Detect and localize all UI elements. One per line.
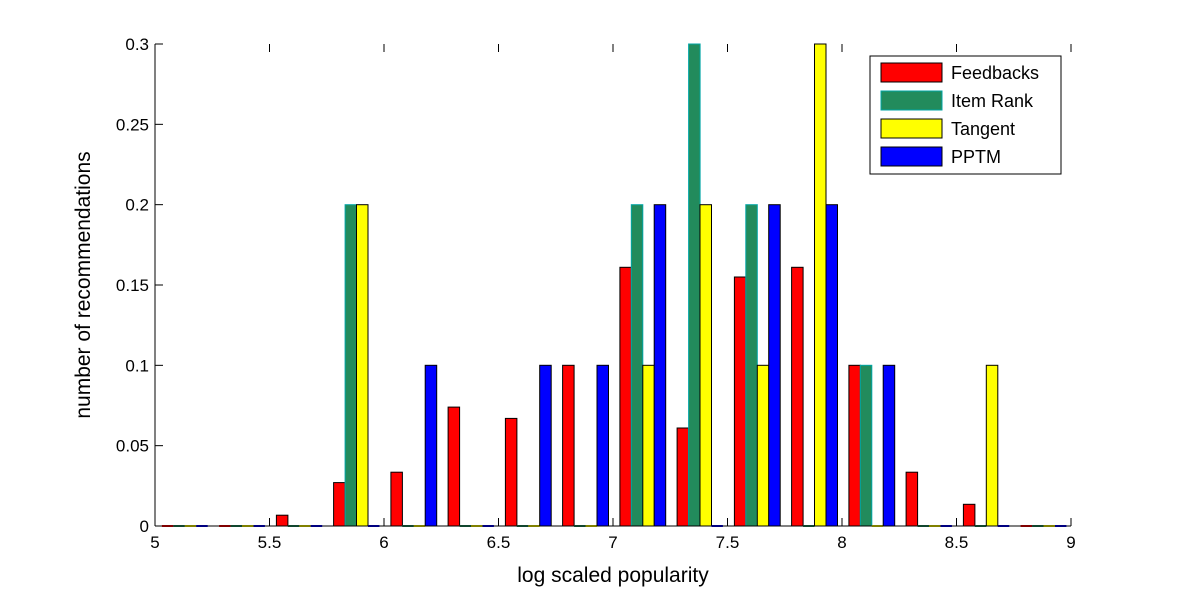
y-tick-label: 0.15	[116, 276, 149, 295]
y-tick-label: 0.1	[125, 356, 149, 375]
legend-swatch	[880, 146, 943, 167]
y-ticks: 0 0.05 0.1 0.15 0.2 0.25 0.3	[116, 35, 163, 536]
legend-swatch	[880, 118, 943, 139]
bar-tangent	[985, 364, 999, 527]
bar-feedbacks	[275, 514, 289, 527]
bar-tangent	[642, 364, 655, 527]
bar-feedbacks	[619, 266, 632, 527]
x-tick-label: 5.5	[258, 533, 282, 552]
x-tick-label: 7	[608, 533, 617, 552]
legend-label: Tangent	[951, 119, 1015, 139]
bar-feedbacks	[676, 427, 690, 527]
y-tick-label: 0.05	[116, 437, 149, 456]
bar-feedbacks	[504, 417, 518, 527]
legend-swatch	[880, 90, 943, 111]
x-tick-label: 7.5	[716, 533, 740, 552]
legend-swatch	[880, 62, 943, 83]
y-tick-label: 0.2	[125, 196, 149, 215]
bar-tangent	[699, 204, 712, 527]
y-tick-label: 0.25	[116, 115, 149, 134]
legend-label: Feedbacks	[951, 63, 1039, 83]
bar-item-rank	[745, 204, 758, 527]
bar-feedbacks	[333, 482, 346, 527]
bar-pptm	[653, 204, 667, 527]
bar-pptm	[768, 204, 781, 527]
bar-feedbacks	[848, 364, 861, 527]
legend: Feedbacks Item Rank Tangent PPTM	[869, 55, 1062, 175]
bars-layer	[161, 43, 1067, 527]
x-tick-label: 8.5	[945, 533, 969, 552]
bar-pptm	[882, 364, 896, 527]
bar-feedbacks	[447, 406, 461, 527]
y-axis-title: number of recommendations	[72, 151, 95, 418]
bar-tangent	[356, 204, 369, 527]
x-ticks: 5 5.5 6 6.5 7 7.5 8 8.5 9	[150, 44, 1076, 552]
bar-pptm	[539, 364, 552, 527]
bar-feedbacks	[962, 503, 976, 527]
x-tick-label: 6	[379, 533, 388, 552]
x-axis-title: log scaled popularity	[517, 564, 709, 587]
legend-label: Item Rank	[951, 91, 1034, 111]
y-tick-label: 0	[140, 517, 149, 536]
bar-feedbacks	[390, 471, 403, 527]
x-tick-label: 8	[837, 533, 846, 552]
bar-pptm	[825, 204, 838, 527]
bar-tangent	[756, 364, 770, 527]
x-tick-label: 5	[150, 533, 159, 552]
bar-pptm	[596, 364, 609, 527]
bar-feedbacks	[562, 364, 575, 527]
y-tick-label: 0.3	[125, 35, 149, 54]
bar-item-rank	[688, 43, 701, 527]
bar-tangent	[814, 43, 827, 527]
bar-item-rank	[344, 204, 358, 527]
x-tick-label: 6.5	[487, 533, 511, 552]
bar-feedbacks	[791, 266, 804, 527]
bar-pptm	[424, 364, 438, 527]
bar-feedbacks	[905, 471, 919, 527]
bar-item-rank	[859, 364, 873, 527]
legend-label: PPTM	[951, 147, 1001, 167]
bar-feedbacks	[733, 276, 747, 527]
x-tick-label: 9	[1066, 533, 1075, 552]
bar-item-rank	[630, 204, 644, 527]
